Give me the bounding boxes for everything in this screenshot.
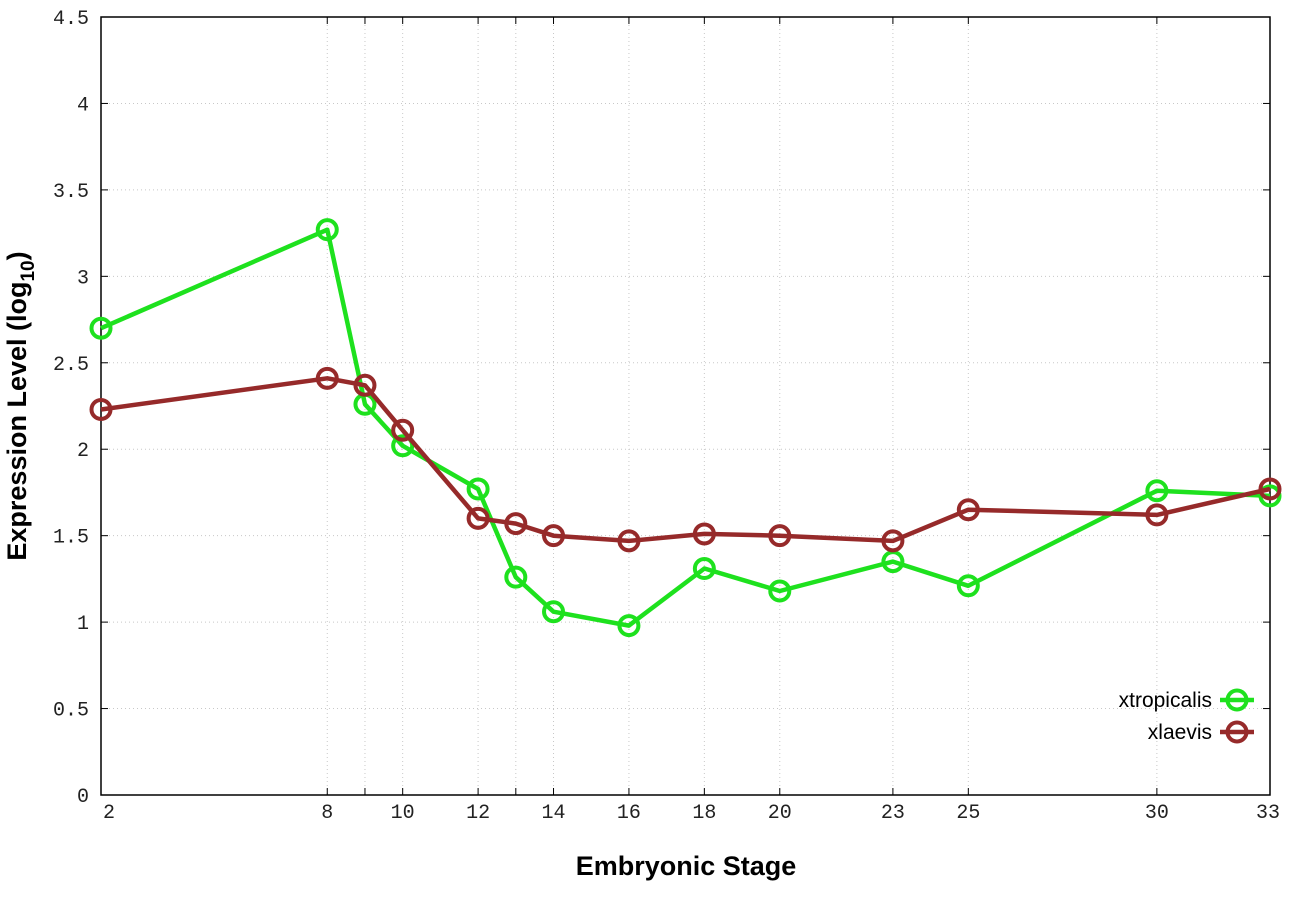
- legend-marker: [1225, 720, 1249, 744]
- y-tick-label: 2.5: [53, 354, 89, 377]
- series-line: [100, 227, 1271, 628]
- x-tick-label: 33: [1256, 802, 1280, 825]
- data-point: [504, 565, 528, 589]
- y-tick-label: 1.5: [53, 527, 89, 550]
- data-point: [315, 218, 339, 242]
- data-point: [315, 366, 339, 390]
- data-point: [956, 574, 980, 598]
- data-point: [89, 397, 113, 421]
- data-point: [1145, 503, 1169, 527]
- data-point: [89, 316, 113, 340]
- legend-item: xlaevis: [1148, 720, 1254, 744]
- legend: xtropicalis xlaevis: [1119, 688, 1254, 744]
- data-point: [956, 498, 980, 522]
- y-tick-label: 4.5: [53, 8, 89, 31]
- data-point: [617, 529, 641, 553]
- data-point: [692, 522, 716, 546]
- data-point: [768, 524, 792, 548]
- y-tick-label: 3: [77, 267, 89, 290]
- legend-item: xtropicalis: [1119, 688, 1254, 712]
- grid: [100, 16, 1271, 796]
- data-point: [542, 524, 566, 548]
- data-point: [504, 512, 528, 536]
- x-tick-label: 16: [617, 802, 641, 825]
- data-point: [768, 579, 792, 603]
- data-point: [466, 506, 490, 530]
- x-tick-label: 30: [1145, 802, 1169, 825]
- y-tick-label: 1: [77, 613, 89, 636]
- y-tick-label: 3.5: [53, 181, 89, 204]
- y-tick-label: 2: [77, 440, 89, 463]
- y-axis-title: Expression Level (log10): [2, 251, 39, 560]
- data-point: [881, 529, 905, 553]
- data-point: [617, 614, 641, 638]
- plot-frame: [100, 16, 1271, 796]
- data-point: [1258, 484, 1282, 508]
- x-tick-label: 20: [768, 802, 792, 825]
- y-tick-label: 0: [77, 786, 89, 809]
- x-tick-label: 8: [321, 802, 333, 825]
- legend-marker: [1225, 688, 1249, 712]
- x-tick-label: 18: [692, 802, 716, 825]
- data-point: [692, 557, 716, 581]
- y-tick-label: 4: [77, 94, 89, 117]
- data-point: [1258, 477, 1282, 501]
- y-tick-label: 0.5: [53, 700, 89, 723]
- data-point: [391, 434, 415, 458]
- data-point: [1145, 479, 1169, 503]
- legend-label: xlaevis: [1148, 721, 1212, 744]
- data-point: [466, 477, 490, 501]
- series-line: [100, 376, 1271, 544]
- x-tick-label: 23: [881, 802, 905, 825]
- data-point: [391, 418, 415, 442]
- series-xtropicalis: [89, 218, 1282, 638]
- x-tick-label: 14: [542, 802, 566, 825]
- data-point: [353, 373, 377, 397]
- series-xlaevis: [89, 366, 1282, 553]
- x-axis-title: Embryonic Stage: [576, 851, 797, 881]
- x-tick-label: 10: [391, 802, 415, 825]
- x-tick-label: 2: [103, 802, 115, 825]
- x-tick-label: 12: [466, 802, 490, 825]
- axis-ticks: 0 0.5 1 1.5 2 2.5 3 3.5 4 4.5 2 8 10 12 14 16 18 20 23 25 30…: [53, 8, 1280, 825]
- x-tick-label: 25: [956, 802, 980, 825]
- data-point: [542, 600, 566, 624]
- legend-label: xtropicalis: [1119, 689, 1212, 712]
- series-layer: [89, 218, 1282, 638]
